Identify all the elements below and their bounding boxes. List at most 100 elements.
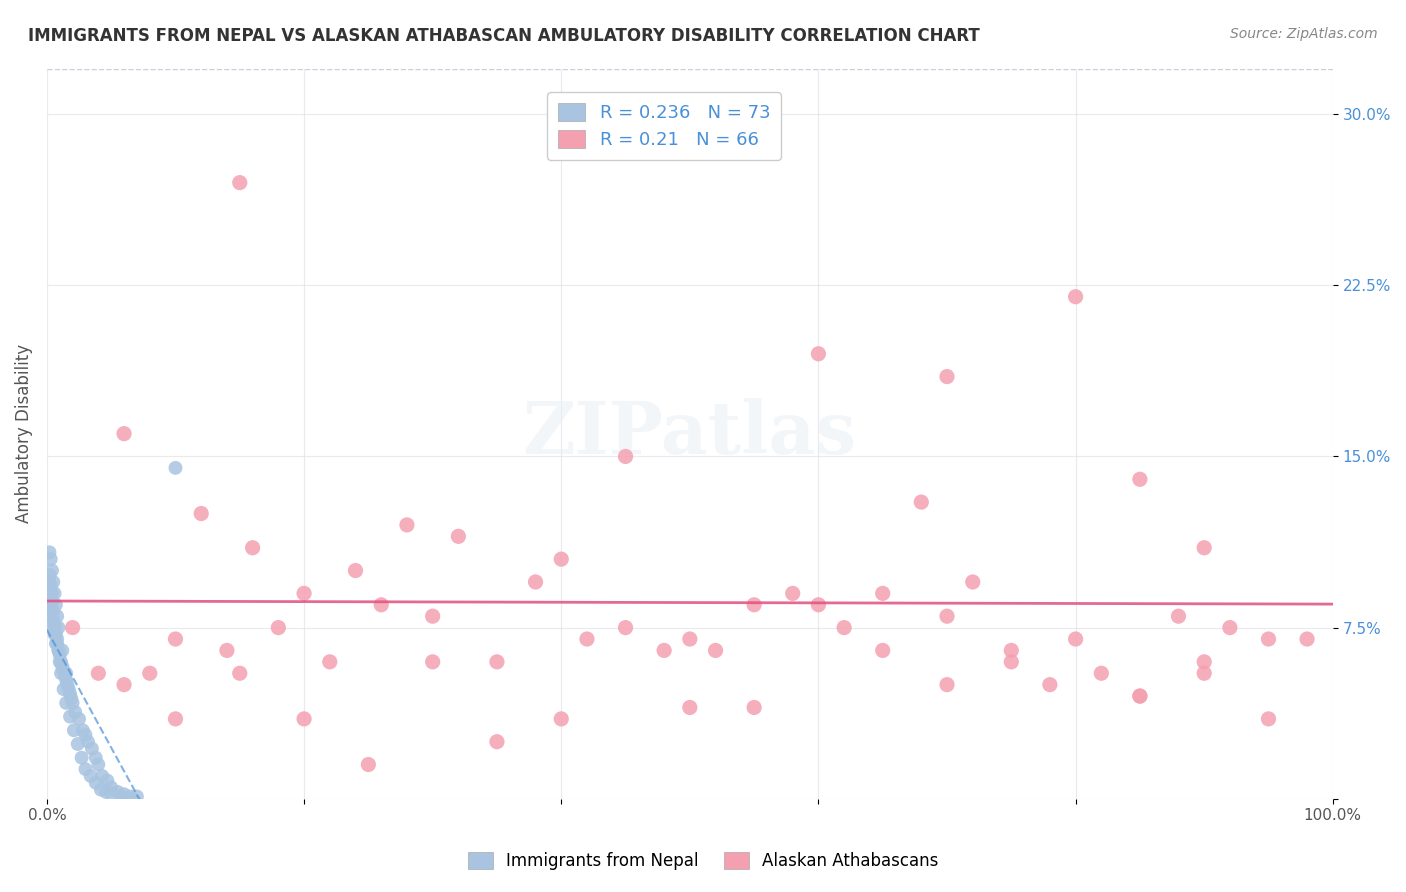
Point bbox=[38, 574, 60, 589]
Point bbox=[652, 643, 675, 657]
Point bbox=[55, 666, 77, 681]
Point bbox=[67, 712, 90, 726]
Point bbox=[110, 789, 132, 804]
Text: IMMIGRANTS FROM NEPAL VS ALASKAN ATHABASCAN AMBULATORY DISABILITY CORRELATION CH: IMMIGRANTS FROM NEPAL VS ALASKAN ATHABAS… bbox=[28, 27, 980, 45]
Point bbox=[41, 595, 63, 609]
Point bbox=[370, 598, 392, 612]
Point bbox=[107, 785, 129, 799]
Point bbox=[53, 668, 76, 682]
Point bbox=[139, 666, 162, 681]
Point bbox=[58, 682, 80, 697]
Point bbox=[44, 618, 66, 632]
Point bbox=[38, 545, 60, 559]
Point bbox=[45, 637, 67, 651]
Point bbox=[48, 655, 70, 669]
Point bbox=[41, 564, 63, 578]
Point bbox=[38, 568, 60, 582]
Point bbox=[100, 780, 122, 795]
Point bbox=[807, 598, 830, 612]
Point bbox=[1129, 689, 1152, 703]
Point bbox=[90, 782, 112, 797]
Point bbox=[39, 591, 62, 605]
Point bbox=[742, 130, 765, 145]
Point bbox=[42, 574, 65, 589]
Point bbox=[125, 789, 148, 804]
Point bbox=[52, 682, 75, 697]
Point bbox=[42, 605, 65, 619]
Point bbox=[550, 552, 572, 566]
Point bbox=[229, 176, 252, 190]
Point bbox=[66, 737, 89, 751]
Point bbox=[87, 666, 110, 681]
Point bbox=[524, 574, 547, 589]
Point bbox=[910, 495, 932, 509]
Point bbox=[39, 609, 62, 624]
Point bbox=[872, 586, 894, 600]
Point bbox=[319, 655, 342, 669]
Point bbox=[44, 623, 66, 637]
Point bbox=[1129, 689, 1152, 703]
Point bbox=[62, 696, 84, 710]
Point bbox=[46, 609, 69, 624]
Point bbox=[550, 712, 572, 726]
Point bbox=[49, 655, 72, 669]
Point bbox=[936, 369, 959, 384]
Point bbox=[51, 643, 73, 657]
Point bbox=[48, 643, 70, 657]
Point bbox=[832, 621, 855, 635]
Point bbox=[267, 621, 290, 635]
Point bbox=[55, 696, 77, 710]
Point bbox=[229, 666, 252, 681]
Point bbox=[614, 450, 637, 464]
Point bbox=[77, 735, 100, 749]
Point bbox=[44, 627, 66, 641]
Legend: Immigrants from Nepal, Alaskan Athabascans: Immigrants from Nepal, Alaskan Athabasca… bbox=[461, 845, 945, 877]
Point bbox=[242, 541, 264, 555]
Point bbox=[48, 648, 70, 662]
Point bbox=[1039, 678, 1062, 692]
Point bbox=[84, 750, 107, 764]
Point bbox=[51, 659, 73, 673]
Point bbox=[807, 347, 830, 361]
Point bbox=[60, 691, 83, 706]
Point bbox=[165, 632, 187, 646]
Point bbox=[1192, 655, 1215, 669]
Point bbox=[44, 586, 66, 600]
Point bbox=[936, 678, 959, 692]
Point bbox=[79, 769, 101, 783]
Point bbox=[1090, 666, 1112, 681]
Point bbox=[112, 787, 135, 801]
Point bbox=[614, 621, 637, 635]
Point bbox=[63, 723, 86, 738]
Text: Source: ZipAtlas.com: Source: ZipAtlas.com bbox=[1230, 27, 1378, 41]
Point bbox=[84, 776, 107, 790]
Point bbox=[55, 673, 77, 687]
Point bbox=[742, 700, 765, 714]
Point bbox=[80, 741, 103, 756]
Point bbox=[679, 632, 702, 646]
Point bbox=[112, 678, 135, 692]
Text: ZIPatlas: ZIPatlas bbox=[523, 398, 856, 469]
Point bbox=[75, 728, 97, 742]
Point bbox=[1257, 712, 1279, 726]
Point bbox=[42, 621, 65, 635]
Point bbox=[45, 627, 67, 641]
Point bbox=[742, 598, 765, 612]
Point bbox=[1064, 632, 1087, 646]
Point bbox=[38, 598, 60, 612]
Point bbox=[1192, 541, 1215, 555]
Point bbox=[52, 664, 75, 678]
Point bbox=[1257, 632, 1279, 646]
Point bbox=[190, 507, 212, 521]
Point bbox=[39, 580, 62, 594]
Point bbox=[42, 614, 65, 628]
Point bbox=[63, 705, 86, 719]
Point bbox=[344, 564, 367, 578]
Point bbox=[1167, 609, 1189, 624]
Point bbox=[48, 621, 70, 635]
Point bbox=[46, 632, 69, 646]
Point bbox=[679, 700, 702, 714]
Point bbox=[1000, 655, 1022, 669]
Point bbox=[112, 426, 135, 441]
Point bbox=[87, 757, 110, 772]
